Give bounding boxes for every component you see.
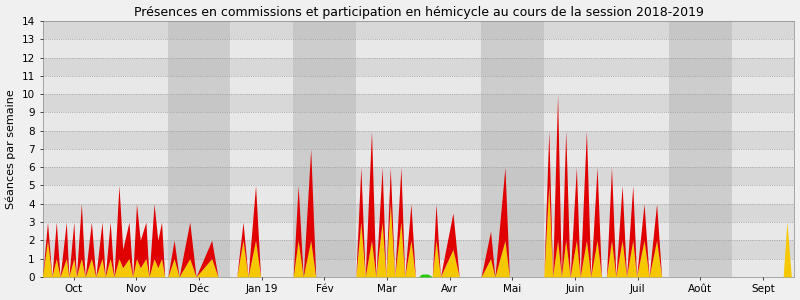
Bar — [168, 21, 230, 277]
Bar — [42, 58, 794, 76]
Bar — [293, 21, 356, 277]
Bar — [669, 21, 732, 277]
Bar — [42, 149, 794, 167]
Bar — [42, 131, 794, 149]
Bar — [42, 112, 794, 131]
Bar — [42, 222, 794, 240]
Y-axis label: Séances par semaine: Séances par semaine — [6, 89, 16, 209]
Bar — [42, 240, 794, 259]
Bar — [42, 39, 794, 58]
Bar — [42, 76, 794, 94]
Bar — [42, 21, 794, 39]
Bar — [481, 21, 544, 277]
Bar — [42, 259, 794, 277]
Bar — [42, 204, 794, 222]
Bar — [42, 94, 794, 112]
Bar — [42, 185, 794, 204]
Bar — [42, 167, 794, 185]
Title: Présences en commissions et participation en hémicycle au cours de la session 20: Présences en commissions et participatio… — [134, 6, 703, 19]
